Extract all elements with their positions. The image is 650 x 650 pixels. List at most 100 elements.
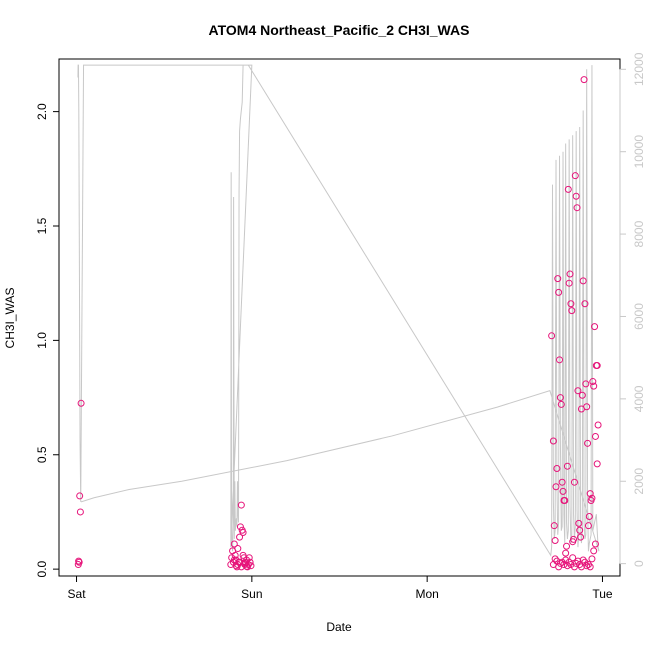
- y2-tick-label: 6000: [632, 303, 646, 330]
- x-tick-label: Mon: [415, 587, 438, 601]
- data-point: [247, 562, 255, 570]
- data-point: [245, 554, 253, 562]
- data-point: [563, 462, 571, 470]
- data-point: [563, 542, 571, 550]
- y2-tick-label: 0: [632, 560, 646, 567]
- data-point: [580, 76, 588, 84]
- y-tick-label: 2.0: [35, 103, 49, 120]
- data-point: [585, 513, 593, 521]
- data-point: [573, 204, 581, 212]
- data-point: [564, 185, 572, 193]
- data-point: [557, 400, 565, 408]
- y2-tick-label: 8000: [632, 220, 646, 247]
- data-point: [555, 288, 563, 296]
- data-point: [568, 307, 576, 315]
- y2-tick-label: 4000: [632, 385, 646, 412]
- data-point: [575, 519, 583, 527]
- data-point: [577, 533, 585, 541]
- data-point: [574, 557, 582, 565]
- data-point: [549, 437, 557, 445]
- data-point: [590, 382, 598, 390]
- data-point: [588, 494, 596, 502]
- data-point: [556, 559, 564, 567]
- data-point: [548, 332, 556, 340]
- data-point: [76, 492, 84, 500]
- data-point: [567, 300, 575, 308]
- data-point: [570, 535, 578, 543]
- data-point: [579, 556, 587, 564]
- data-point: [563, 562, 571, 570]
- data-point: [236, 558, 244, 566]
- data-point: [565, 279, 573, 287]
- series-line: [77, 64, 600, 557]
- data-point: [586, 490, 594, 498]
- chart-title: ATOM4 Northeast_Pacific_2 CH3I_WAS: [209, 22, 470, 38]
- data-point: [231, 551, 239, 559]
- data-point: [243, 562, 251, 570]
- y-tick-label: 1.5: [35, 217, 49, 234]
- data-point: [75, 558, 83, 566]
- data-point: [234, 545, 242, 553]
- x-axis: Sat Sun Mon Tue: [68, 576, 613, 601]
- data-point: [230, 540, 238, 548]
- data-point: [566, 270, 574, 278]
- data-point: [579, 277, 587, 285]
- data-point: [569, 554, 577, 562]
- data-point: [594, 421, 602, 429]
- data-point: [576, 526, 584, 534]
- data-point: [593, 460, 601, 468]
- data-point: [239, 529, 247, 537]
- data-point: [577, 563, 585, 571]
- data-point: [554, 275, 562, 283]
- data-point: [561, 497, 569, 505]
- data-point: [590, 547, 598, 555]
- data-point: [593, 362, 601, 370]
- data-point: [237, 501, 245, 509]
- line-series: [77, 64, 600, 557]
- data-point: [584, 522, 592, 530]
- data-point: [571, 172, 579, 180]
- y-axis-right: 0 2000 4000 6000 8000 10000 12000: [619, 52, 646, 567]
- data-point: [578, 391, 586, 399]
- data-point: [77, 399, 85, 407]
- data-point: [591, 323, 599, 331]
- data-point: [236, 523, 244, 531]
- data-point: [239, 551, 247, 559]
- point-series: [74, 76, 602, 571]
- data-point: [550, 522, 558, 530]
- data-point: [552, 483, 560, 491]
- data-point: [572, 192, 580, 200]
- data-point: [581, 558, 589, 566]
- y2-tick-label: 10000: [632, 135, 646, 169]
- data-point: [574, 387, 582, 395]
- data-point: [551, 537, 559, 545]
- y-axis-label: CH3I_WAS: [3, 288, 17, 349]
- data-point: [591, 432, 599, 440]
- data-point: [558, 478, 566, 486]
- data-point: [236, 533, 244, 541]
- y2-tick-label: 2000: [632, 468, 646, 495]
- data-point: [556, 394, 564, 402]
- x-tick-label: Sun: [241, 587, 262, 601]
- y-axis-left: 0.0 0.5 1.0 1.5 2.0: [35, 103, 59, 577]
- data-point: [559, 487, 567, 495]
- data-point: [246, 558, 254, 566]
- data-point: [588, 555, 596, 563]
- data-point: [553, 464, 561, 472]
- y2-tick-label: 12000: [632, 52, 646, 86]
- data-point: [570, 478, 578, 486]
- y-tick-label: 1.0: [35, 332, 49, 349]
- data-point: [582, 380, 590, 388]
- data-point: [567, 561, 575, 569]
- x-axis-label: Date: [326, 620, 352, 634]
- data-point: [589, 378, 597, 386]
- data-point: [562, 549, 570, 557]
- data-point: [586, 563, 594, 571]
- data-point: [591, 540, 599, 548]
- x-tick-label: Sat: [68, 587, 87, 601]
- data-point: [584, 439, 592, 447]
- data-point: [583, 403, 591, 411]
- data-point: [76, 508, 84, 516]
